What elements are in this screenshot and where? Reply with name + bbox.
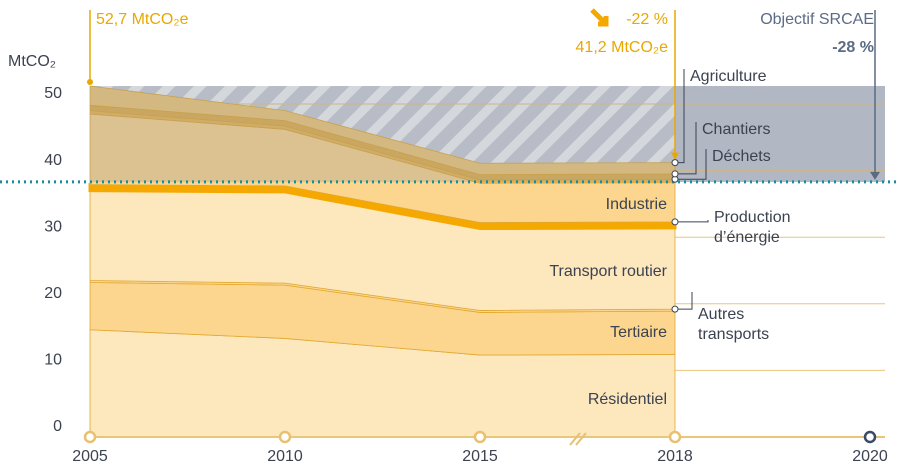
x-tick-label: 2005 [72,448,108,465]
series-label: Déchets [712,148,771,165]
objective-overlay [90,86,885,182]
leader-dot [87,79,93,86]
annotation: 52,7 MtCO₂e [96,11,189,28]
axis-break [569,432,587,446]
x-tick-label: 2020 [852,448,888,465]
label-leader [678,292,693,310]
label-leader [678,220,709,223]
y-axis-label: MtCO₂ [8,53,56,70]
x-tick [278,430,292,444]
annotation: -28 % [832,39,874,56]
annotation: Objectif SRCAE [760,11,874,28]
label-leader [678,122,697,175]
series-label: Tertiaire [610,324,667,341]
x-tick [668,430,682,444]
annotation: 41,2 MtCO₂e [576,39,669,56]
x-tick [83,430,97,444]
series-label: Production d’énergie [714,209,791,246]
series-label: Résidentiel [588,391,667,408]
y-tick-label: 0 [53,418,62,435]
series-label: Transport routier [549,263,667,280]
label-dot [671,218,679,226]
label-leader [678,69,685,164]
x-tick [863,430,877,444]
arrow-icon [590,8,609,27]
series-label: Chantiers [702,121,770,138]
x-tick-label: 2018 [657,448,693,465]
x-tick [473,430,487,444]
y-tick-label: 10 [44,352,62,369]
y-tick-label: 20 [44,285,62,302]
objective-zone [675,86,885,182]
leader-arrowhead [671,152,679,160]
series-label: Industrie [606,196,667,213]
annotation: -22 % [626,11,668,28]
label-leader [678,149,707,180]
y-tick-label: 30 [44,218,62,235]
y-tick-label: 50 [44,85,62,102]
label-dot [671,170,679,178]
y-tick-label: 40 [44,152,62,169]
label-dot [671,159,679,167]
series-label: Agriculture [690,68,767,85]
objective-arrowhead [870,171,880,180]
series-label: Autres transports [698,306,769,343]
x-tick-label: 2010 [267,448,303,465]
label-dot [671,305,679,313]
x-tick-label: 2015 [462,448,498,465]
